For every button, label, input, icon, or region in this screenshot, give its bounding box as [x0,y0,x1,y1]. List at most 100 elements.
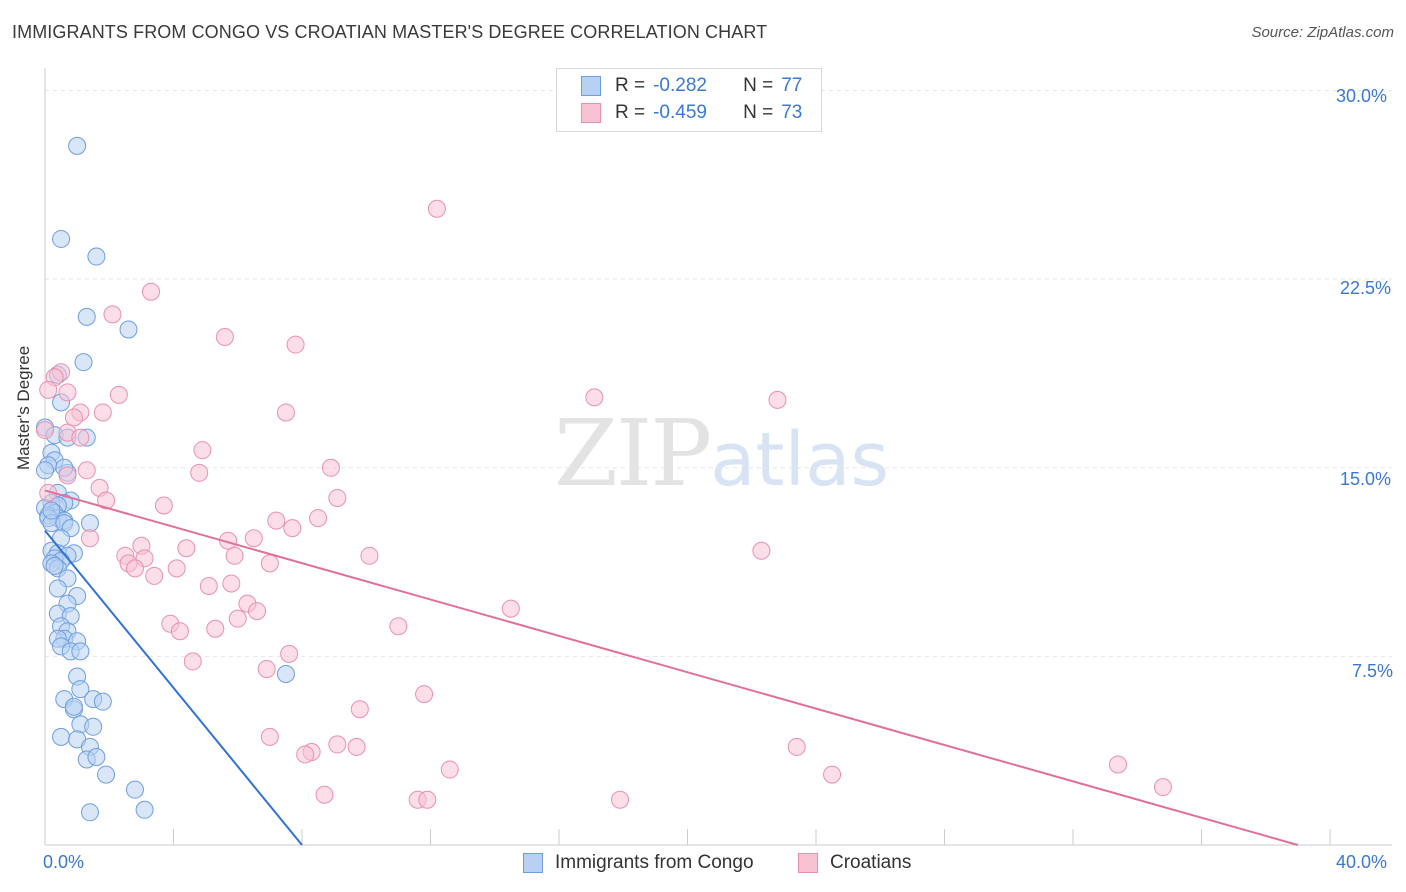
data-point [267,511,286,530]
data-point [125,559,144,578]
data-point [222,574,241,593]
data-point [328,735,347,754]
data-point [80,529,99,548]
congo-swatch [523,853,543,873]
trend-line-congo [44,530,303,846]
correlation-legend: R = -0.282 N = 77 R = -0.459 N = 73 [556,68,822,132]
data-point [125,780,144,799]
data-point [321,458,340,477]
data-point [280,644,299,663]
data-point [199,576,218,595]
legend-row-croatian: R = -0.459 N = 73 [581,100,802,126]
data-point [248,602,267,621]
data-point [215,328,234,347]
data-point [97,765,116,784]
legend-item-congo[interactable]: Immigrants from Congo [523,852,754,874]
data-point [68,136,87,155]
n-value: 77 [781,75,803,96]
data-point [286,335,305,354]
data-point [135,800,154,819]
data-point [80,514,99,533]
data-point [77,307,96,326]
data-point [276,403,295,422]
data-point [177,539,196,558]
data-point [52,727,71,746]
data-point [183,652,202,671]
data-point [167,559,186,578]
r-label: R = [615,75,646,96]
data-point [39,380,58,399]
y-tick-label: 15.0% [1340,469,1392,489]
data-point [418,790,437,809]
data-point [225,546,244,565]
n-label: N = [743,75,774,96]
data-point [77,461,96,480]
watermark-atlas: atlas [710,417,889,503]
data-point [309,509,328,528]
data-point [103,305,122,324]
legend-row-congo: R = -0.282 N = 77 [581,73,802,99]
legend-item-croatian[interactable]: Croatians [798,852,911,874]
data-point [260,727,279,746]
data-point [71,428,90,447]
data-point [64,408,83,427]
data-point [260,554,279,573]
r-value: -0.282 [653,75,707,96]
data-point [84,717,103,736]
data-point [768,390,787,409]
data-point [276,664,295,683]
data-point [64,697,83,716]
data-point [440,760,459,779]
data-point [193,441,212,460]
data-point [52,229,71,248]
data-point [347,737,366,756]
data-point [296,745,315,764]
data-point [42,501,61,520]
data-point [611,790,630,809]
chart-title: IMMIGRANTS FROM CONGO VS CROATIAN MASTER… [12,22,768,42]
data-point [36,421,54,440]
data-point [71,680,90,699]
data-point [315,785,334,804]
y-tick-label: 30.0% [1336,86,1388,106]
data-point [787,737,806,756]
grid [45,90,1392,657]
data-point [501,599,520,618]
x-tick-label: 40.0% [1336,852,1388,872]
data-point [145,566,164,585]
data-point [190,463,209,482]
y-tick-label: 22.5% [1340,278,1392,298]
data-point [93,403,112,422]
data-point [142,282,161,301]
data-point [58,466,77,485]
y-axis-label: Master's Degree [14,345,33,470]
n-label: N = [743,102,774,123]
axes [44,68,1392,846]
data-point [36,461,54,480]
data-point [752,541,771,560]
series-croatian-points [36,199,1172,809]
data-point [415,685,434,704]
data-point [360,546,379,565]
data-point [48,579,67,598]
data-point [206,619,225,638]
data-point [119,320,138,339]
watermark: ZIPatlas [554,400,889,507]
y-tick-label: 7.5% [1352,661,1394,681]
n-value: 73 [781,102,803,123]
data-point [109,385,128,404]
data-point [97,491,116,510]
trend-lines [44,489,1299,846]
data-point [58,383,77,402]
data-point [1153,778,1172,797]
source-label: Source: ZipAtlas.com [1251,24,1394,41]
data-point [585,388,604,407]
data-point [93,692,112,711]
congo-swatch [581,76,601,96]
croatian-swatch [581,103,601,123]
data-point [257,659,276,678]
data-point [154,496,173,515]
legend-label: Immigrants from Congo [555,852,754,873]
data-point [283,519,302,538]
